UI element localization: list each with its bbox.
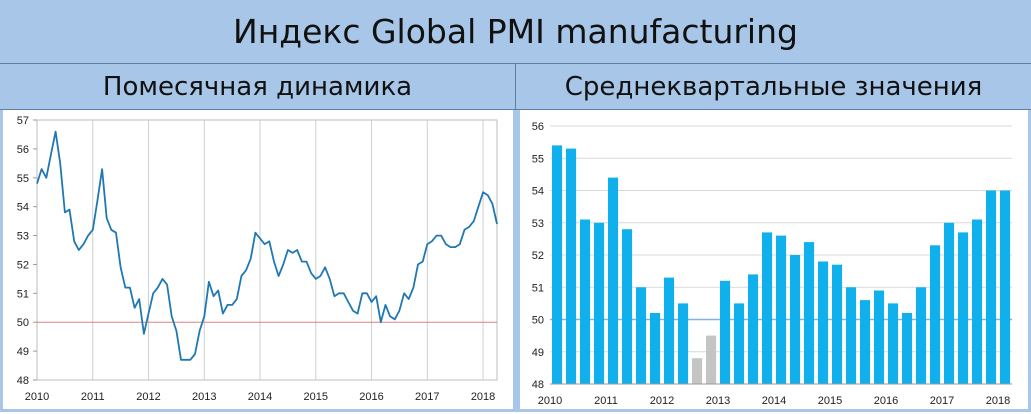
y-tick-label: 56: [17, 144, 29, 156]
quarter-bar: [594, 222, 605, 385]
quarter-bar: [832, 264, 843, 384]
x-tick-label: 2011: [81, 391, 105, 403]
y-tick-label: 53: [17, 231, 29, 243]
x-tick-label: 2016: [359, 391, 383, 403]
quarterly-bar-chart: 48 49 50 51 52 53 54 55 56 2010 2011 2012 2013 2014 20…: [532, 121, 1012, 407]
y-tick-label: 48: [532, 379, 544, 391]
x-tick-label: 2014: [248, 391, 272, 403]
quarter-bar: [720, 280, 731, 384]
y-tick-label: 57: [17, 115, 29, 127]
x-tick-label: 2017: [930, 395, 954, 407]
y-tick-label: 48: [17, 375, 29, 387]
quarter-bar: [580, 219, 591, 384]
quarter-bar: [636, 287, 647, 385]
quarter-bar: [930, 245, 941, 384]
monthly-line-chart: 2010 2011 2012 2013 2014 2015 2016 2017 2018 48 49…: [17, 115, 498, 403]
plot-area: [36, 119, 498, 381]
quarter-bar: [902, 313, 913, 384]
quarter-bar: [916, 287, 927, 385]
quarter-bar: [734, 303, 745, 384]
y-tick-label: 54: [532, 186, 544, 198]
quarter-bar: [972, 219, 983, 384]
x-tick-label: 2018: [986, 395, 1010, 407]
quarter-bar: [804, 242, 815, 384]
x-tick-label: 2012: [136, 391, 160, 403]
y-tick-label: 50: [17, 317, 29, 329]
quarter-bar: [622, 229, 633, 384]
x-tick-label: 2012: [650, 395, 674, 407]
y-tick-label: 55: [532, 153, 544, 165]
left-panel-subtitle: Помесячная динамика: [0, 64, 516, 110]
y-tick-label: 55: [17, 173, 29, 185]
x-tick-label: 2013: [706, 395, 730, 407]
quarter-bar: [678, 303, 689, 384]
quarterly-chart-panel: 48 49 50 51 52 53 54 55 56 2010 2011 2012 2013 2014 20…: [520, 110, 1028, 409]
x-tick-label: 2011: [594, 395, 618, 407]
quarter-bar: [860, 300, 871, 384]
quarter-bar: [664, 277, 675, 384]
y-tick-label: 49: [532, 347, 544, 359]
quarter-bar: [776, 235, 787, 384]
y-tick-label: 50: [532, 315, 544, 327]
y-tick-label: 51: [17, 288, 29, 300]
y-tick-label: 52: [17, 259, 29, 271]
quarter-bar: [846, 287, 857, 385]
y-tick-label: 54: [17, 202, 29, 214]
x-tick-label: 2013: [192, 391, 216, 403]
x-tick-label: 2018: [471, 391, 495, 403]
y-tick-label: 56: [532, 121, 544, 133]
quarter-bar: [608, 177, 619, 384]
quarter-bar: [1000, 190, 1011, 384]
quarter-bar: [986, 190, 997, 384]
pmi-monthly-line: [36, 130, 498, 361]
x-tick-label: 2015: [818, 395, 842, 407]
quarter-bar: [874, 290, 885, 384]
y-tick-label: 53: [532, 218, 544, 230]
quarter-bar: [748, 274, 759, 384]
quarter-bar: [944, 222, 955, 385]
quarter-bar: [818, 261, 829, 384]
x-tick-label: 2014: [762, 395, 786, 407]
quarter-bar: [958, 232, 969, 384]
quarter-bar: [692, 358, 703, 384]
monthly-chart-panel: 2010 2011 2012 2013 2014 2015 2016 2017 2018 48 49…: [3, 110, 513, 409]
quarter-bar: [650, 313, 661, 384]
x-tick-label: 2015: [304, 391, 328, 403]
x-tick-label: 2010: [538, 395, 562, 407]
quarter-bar: [706, 335, 717, 384]
quarter-bar: [888, 303, 899, 384]
y-tick-label: 49: [17, 346, 29, 358]
quarter-bar: [762, 232, 773, 384]
y-tick-label: 51: [532, 282, 544, 294]
quarter-bar: [790, 255, 801, 384]
x-tick-label: 2010: [25, 391, 49, 403]
quarter-bar: [566, 148, 577, 384]
x-tick-label: 2016: [874, 395, 898, 407]
x-tick-label: 2017: [415, 391, 439, 403]
y-tick-label: 52: [532, 250, 544, 262]
figure-title: Индекс Global PMI manufacturing: [0, 0, 1031, 64]
quarter-bar: [552, 145, 563, 384]
right-panel-subtitle: Среднеквартальные значения: [516, 64, 1031, 110]
